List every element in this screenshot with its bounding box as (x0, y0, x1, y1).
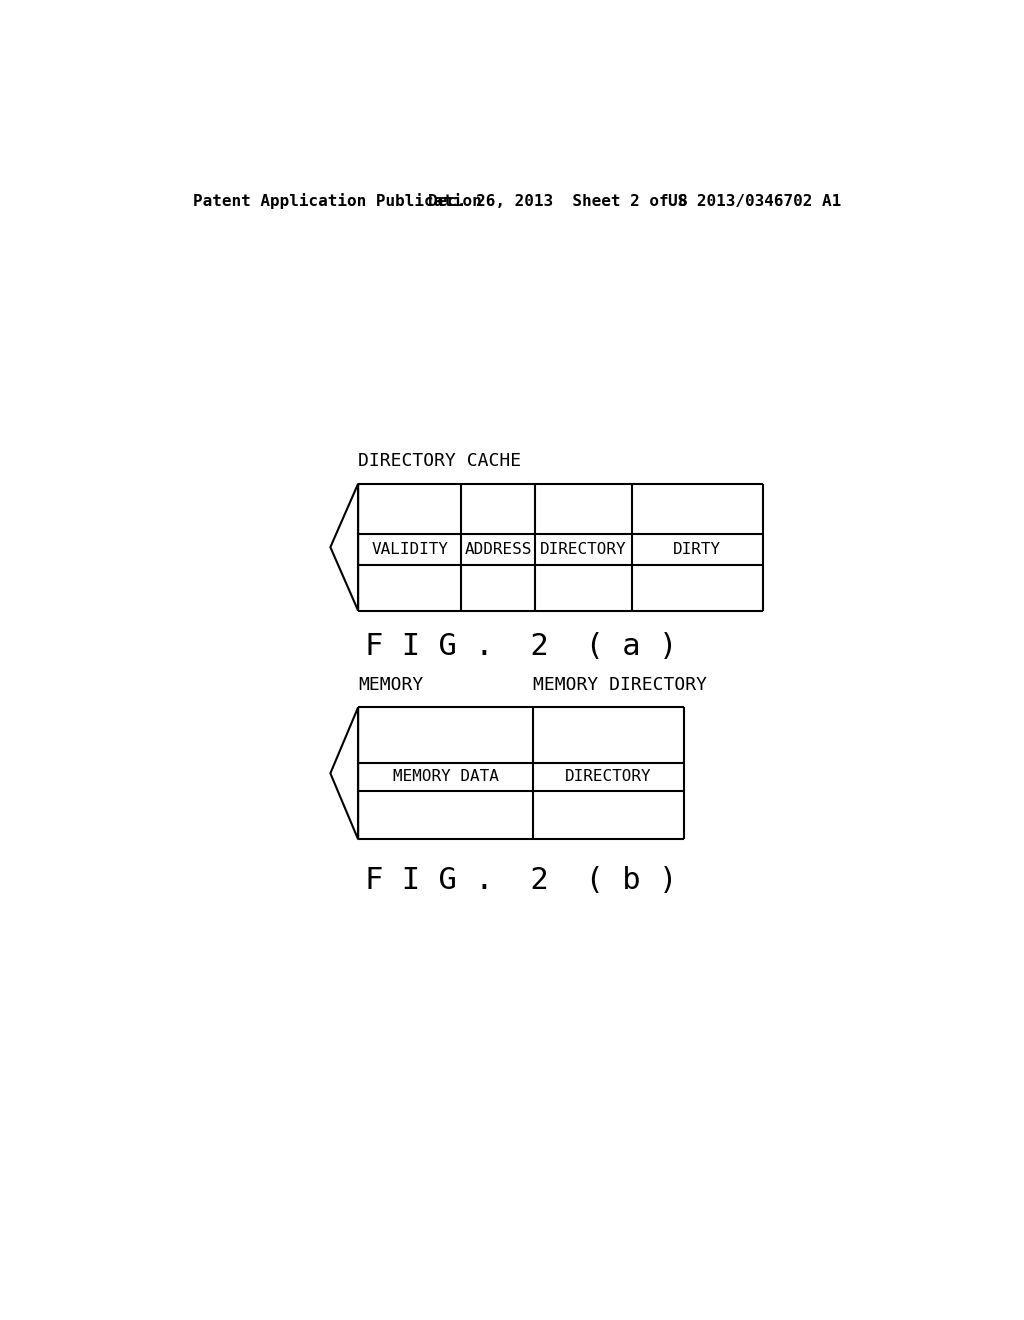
Text: F I G .  2  ( b ): F I G . 2 ( b ) (365, 866, 677, 895)
Text: US 2013/0346702 A1: US 2013/0346702 A1 (668, 194, 841, 209)
Text: DIRTY: DIRTY (674, 543, 722, 557)
Text: F I G .  2  ( a ): F I G . 2 ( a ) (365, 632, 677, 661)
Text: DIRECTORY CACHE: DIRECTORY CACHE (358, 453, 521, 470)
Text: DIRECTORY: DIRECTORY (541, 543, 627, 557)
Text: Patent Application Publication: Patent Application Publication (194, 193, 482, 209)
Text: DIRECTORY: DIRECTORY (565, 770, 651, 784)
Text: VALIDITY: VALIDITY (372, 543, 449, 557)
Text: Dec. 26, 2013  Sheet 2 of 8: Dec. 26, 2013 Sheet 2 of 8 (428, 194, 688, 209)
Text: MEMORY DIRECTORY: MEMORY DIRECTORY (532, 676, 707, 694)
Text: ADDRESS: ADDRESS (465, 543, 531, 557)
Text: MEMORY DATA: MEMORY DATA (392, 770, 499, 784)
Text: MEMORY: MEMORY (358, 676, 423, 694)
